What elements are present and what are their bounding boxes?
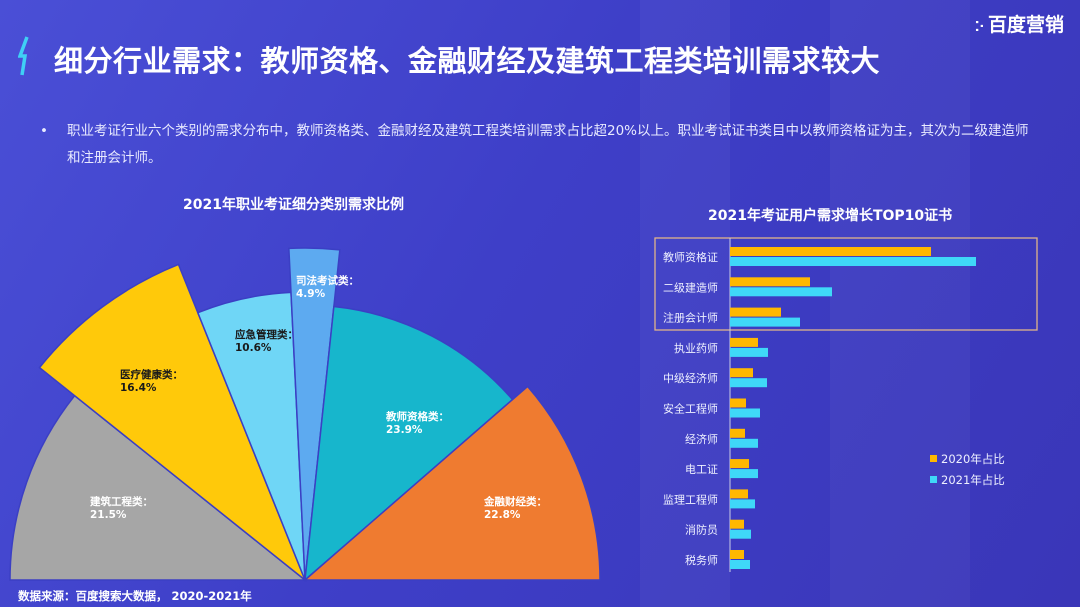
bar-2021 (730, 347, 768, 357)
bar-2021 (730, 499, 755, 509)
bar-2020 (730, 550, 744, 559)
pie-slice-value: 10.6% (235, 342, 272, 354)
bar-category-label: 经济师 (685, 432, 718, 446)
bar-category-label: 教师资格证 (663, 250, 718, 264)
pie-slice (304, 305, 514, 582)
bar-2020 (730, 368, 753, 378)
bar-2020 (730, 247, 931, 256)
bar-2020 (730, 337, 758, 347)
pie-slice-label: 应急管理类： (235, 328, 298, 341)
legend-label: 2021年占比 (941, 473, 1005, 487)
bar-2021 (730, 560, 750, 569)
bar-2020 (730, 519, 744, 529)
data-source: 数据来源：百度搜索大数据， 2020-2021年 (18, 589, 252, 603)
bar-category-label: 二级建造师 (663, 280, 718, 294)
pie-slice-label: 医疗健康类： (120, 368, 183, 381)
bar-2021 (730, 529, 751, 539)
bar-2021 (730, 317, 800, 327)
bar-2020 (730, 459, 749, 469)
logo-text: 百度营销 (987, 14, 1064, 36)
highlight-box (654, 237, 1038, 331)
bar-2021 (730, 287, 832, 297)
bar-2020 (730, 398, 746, 408)
bar-2020 (730, 307, 781, 317)
bar-2021 (730, 469, 758, 479)
pie-slice-label: 建筑工程类： (89, 495, 153, 508)
bullet-dot: • (40, 123, 48, 139)
baidu-logo: ჻ 百度营销 (975, 10, 1064, 37)
pie-slice (302, 385, 601, 581)
bar-category-label: 消防员 (685, 523, 718, 537)
legend-swatch (930, 476, 937, 483)
bar-2021 (730, 257, 976, 266)
pie-slice (38, 263, 307, 583)
bar-2020 (730, 277, 810, 287)
pie-slice (288, 247, 341, 581)
pie-slice-value: 23.9% (386, 424, 423, 436)
bar-2020 (730, 428, 745, 438)
bar-category-label: 安全工程师 (663, 402, 718, 416)
pie-slice-value: 16.4% (120, 382, 157, 394)
pie-slice-value: 4.9% (296, 288, 326, 300)
bar-2020 (730, 489, 748, 499)
paw-icon: ჻ (975, 11, 984, 36)
pie-slice-value: 22.8% (484, 509, 521, 521)
bar-category-label: 执业药师 (674, 341, 718, 355)
bar-2021 (730, 378, 767, 388)
legend-swatch (930, 455, 937, 462)
page-title: 细分行业需求：教师资格、金融财经及建筑工程类培训需求较大 (54, 44, 881, 78)
bar-chart-title: 2021年考证用户需求增长TOP10证书 (708, 208, 953, 224)
bar-category-label: 监理工程师 (663, 493, 718, 506)
pie-slice-label: 金融财经类： (483, 495, 547, 508)
slash-icon (18, 36, 29, 76)
background-decoration (830, 0, 970, 607)
pie-slice-value: 21.5% (90, 509, 127, 521)
summary-text: 职业考证行业六个类别的需求分布中，教师资格类、金融财经及建筑工程类培训需求占比超… (67, 123, 1029, 166)
bar-2021 (730, 438, 758, 448)
pie-chart-title: 2021年职业考证细分类别需求比例 (183, 197, 404, 213)
pie-slice (9, 394, 308, 581)
bar-category-label: 电工证 (685, 463, 718, 476)
pie-slice-label: 司法考试类： (296, 274, 359, 287)
summary-bullet: • 职业考证行业六个类别的需求分布中，教师资格类、金融财经及建筑工程类培训需求占… (40, 118, 1030, 172)
bar-2021 (730, 408, 760, 418)
bar-category-label: 税务师 (685, 553, 718, 567)
bar-category-label: 注册会计师 (663, 311, 718, 325)
bar-category-label: 中级经济师 (663, 371, 718, 385)
legend-label: 2020年占比 (941, 452, 1005, 466)
pie-slice-label: 教师资格类： (385, 410, 449, 423)
